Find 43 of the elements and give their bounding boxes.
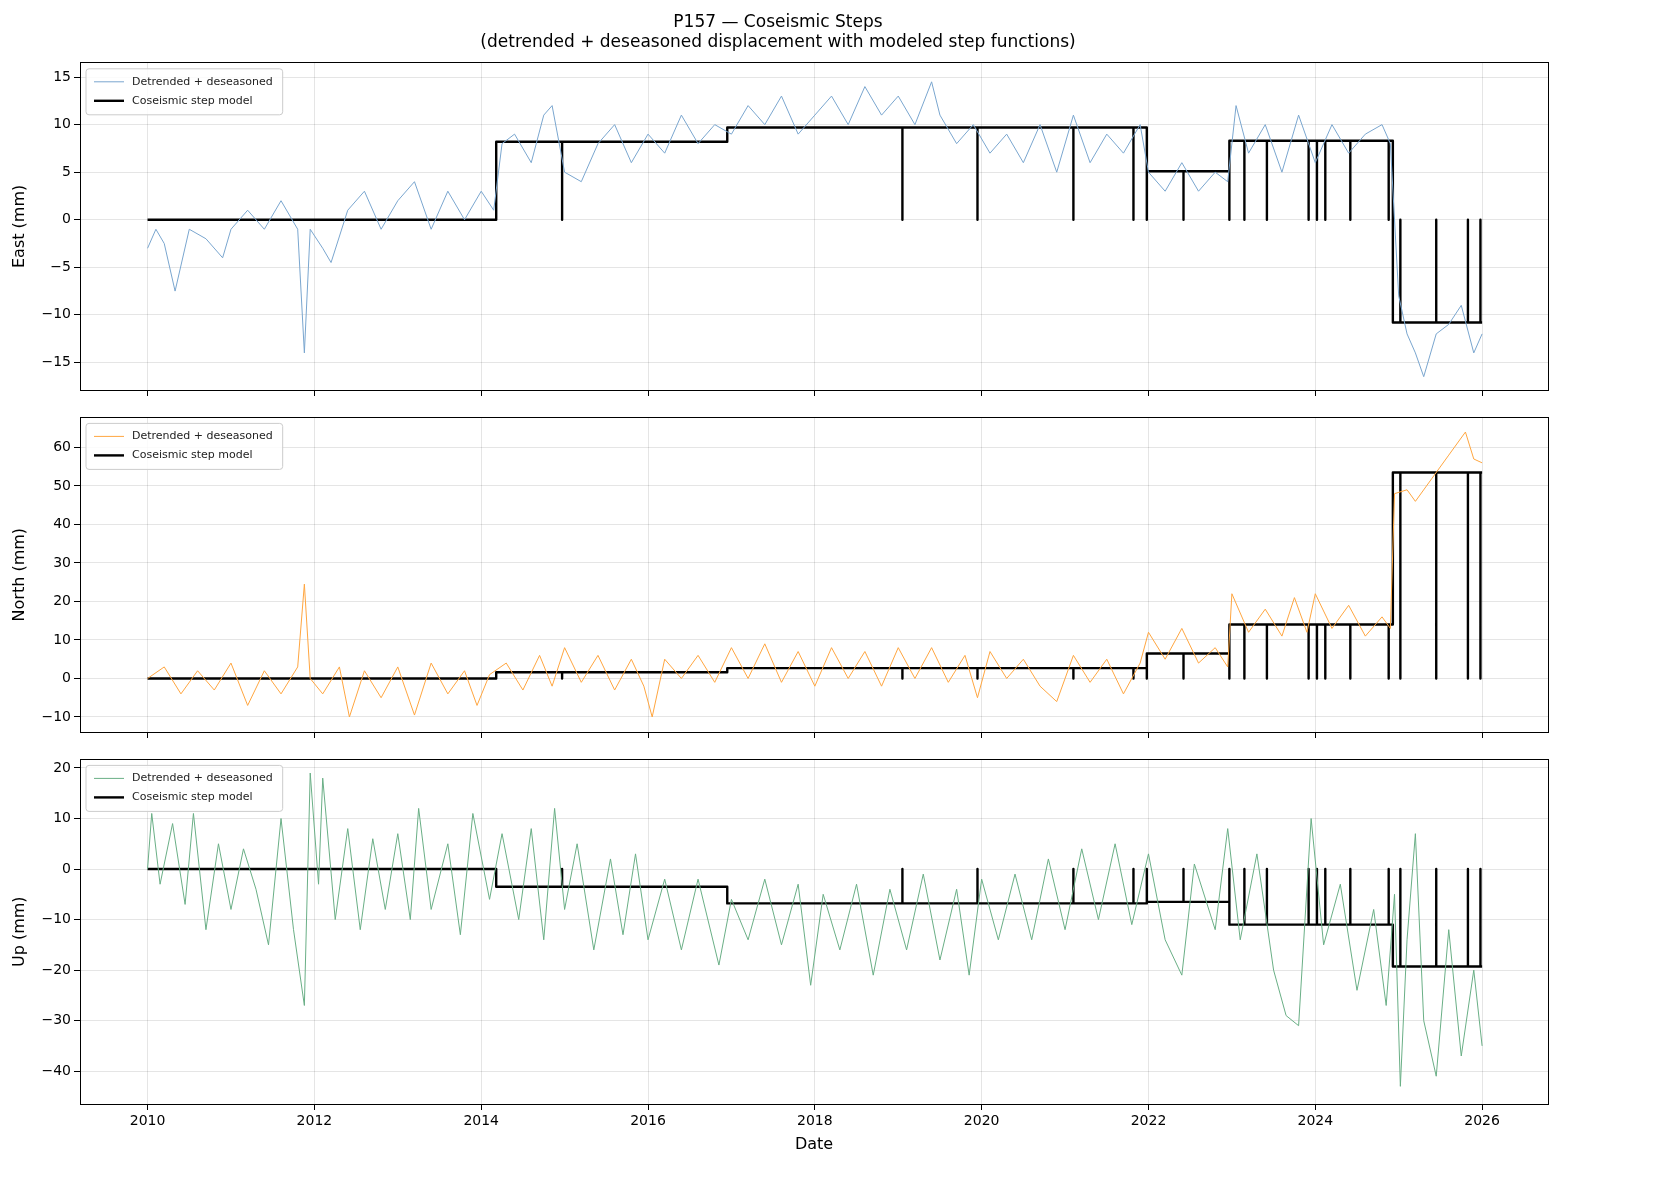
x-tick-label: 2010	[129, 1112, 166, 1129]
y-tick-label: −10	[41, 910, 71, 927]
legend-label: Coseismic step model	[132, 448, 253, 462]
legend-label: Detrended + deseasoned	[132, 771, 273, 785]
x-tick-label: 2024	[1297, 1112, 1334, 1129]
y-tick-label: −5	[50, 257, 71, 274]
legend-label: Detrended + deseasoned	[132, 74, 273, 88]
legend-label: Coseismic step model	[132, 790, 253, 804]
chart-subtitle: (detrended + deseasoned displacement with modeled step functions)	[480, 31, 1076, 52]
y-axis-title: East (mm)	[8, 184, 28, 269]
y-tick-label: 10	[53, 115, 71, 132]
y-axis-title: Up (mm)	[8, 896, 28, 967]
x-tick-label: 2012	[296, 1112, 333, 1129]
y-tick-label: 10	[53, 630, 71, 647]
legend-label: Coseismic step model	[132, 93, 253, 107]
y-tick-label: 0	[62, 859, 71, 876]
y-tick-label: 15	[53, 67, 71, 84]
y-tick-label: 5	[62, 162, 71, 179]
y-tick-label: −10	[41, 305, 71, 322]
y-tick-label: 20	[53, 758, 71, 775]
x-tick-label: 2018	[797, 1112, 833, 1129]
y-axis-title: North (mm)	[8, 527, 28, 622]
y-tick-label: 0	[62, 669, 71, 686]
y-tick-label: −15	[41, 353, 71, 370]
y-tick-label: 40	[53, 515, 71, 532]
y-tick-label: −20	[41, 960, 71, 977]
y-tick-label: 60	[53, 438, 71, 455]
y-tick-label: 50	[53, 476, 71, 493]
y-tick-label: −10	[41, 707, 71, 724]
chart-title: P157 — Coseismic Steps	[673, 10, 883, 31]
x-tick-label: 2020	[963, 1112, 1000, 1129]
x-tick-label: 2022	[1130, 1112, 1167, 1129]
y-tick-label: 20	[53, 592, 71, 609]
y-tick-label: 30	[53, 553, 71, 570]
x-tick-label: 2016	[630, 1112, 666, 1129]
y-tick-label: 10	[53, 809, 71, 826]
legend-label: Detrended + deseasoned	[132, 429, 273, 443]
x-tick-label: 2014	[463, 1112, 500, 1129]
x-tick-label: 2026	[1464, 1112, 1501, 1129]
x-axis-title: Date	[794, 1133, 834, 1153]
y-tick-label: −30	[41, 1011, 71, 1028]
y-tick-label: −40	[41, 1061, 71, 1078]
y-tick-label: 0	[62, 210, 71, 227]
